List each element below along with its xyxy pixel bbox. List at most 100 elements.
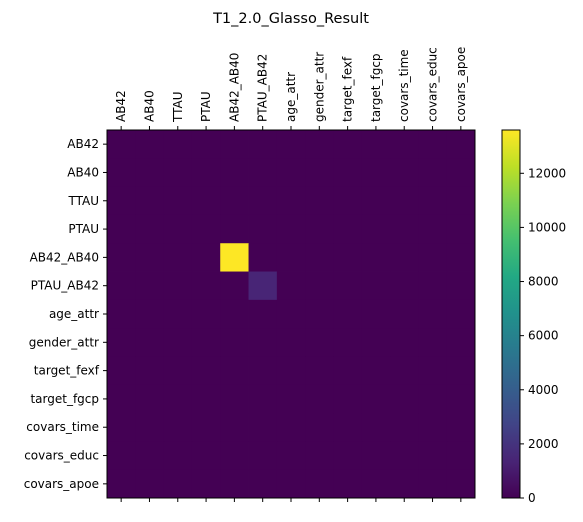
y-tick-label: AB42_AB40 — [30, 250, 99, 264]
colorbar-tick-label: 12000 — [528, 166, 566, 180]
heatmap-cells — [107, 130, 476, 499]
heatmap-cell — [276, 328, 306, 357]
heatmap-cell — [276, 356, 306, 386]
heatmap-cell — [333, 441, 363, 471]
colorbar: 0 2000 4000 6000 8000 10000 12000 — [501, 129, 566, 505]
heatmap-cell — [333, 384, 363, 414]
y-tick-label: covars_apoe — [24, 477, 99, 491]
heatmap-cell — [361, 328, 391, 357]
heatmap-cell — [361, 384, 391, 414]
heatmap-cell — [135, 328, 165, 357]
y-tick-label: target_fgcp — [30, 392, 99, 406]
heatmap-cell — [248, 130, 278, 159]
heatmap-cell — [135, 356, 165, 386]
heatmap-cell — [220, 130, 249, 159]
heatmap-cell — [107, 413, 136, 442]
heatmap-cell — [248, 413, 278, 442]
heatmap-cell — [191, 271, 221, 301]
heatmap-cell — [446, 243, 476, 272]
x-tick-label: covars_time — [397, 49, 411, 122]
heatmap-cell — [163, 214, 193, 244]
heatmap-cell — [107, 356, 136, 386]
heatmap-cell — [107, 469, 136, 499]
y-tick-label: PTAU_AB42 — [31, 279, 99, 293]
heatmap-cell — [446, 469, 476, 499]
heatmap-cell — [446, 271, 476, 301]
y-tick-label: age_attr — [49, 307, 99, 321]
heatmap-cell — [418, 328, 448, 357]
heatmap-cell — [333, 299, 363, 329]
heatmap-cell — [220, 469, 249, 499]
heatmap-cell — [418, 158, 448, 188]
heatmap-cell — [276, 243, 306, 272]
y-tick-label: gender_attr — [29, 335, 99, 349]
heatmap-cell — [305, 384, 334, 414]
heatmap-cell — [390, 413, 419, 442]
heatmap-cell — [333, 214, 363, 244]
heatmap-cell — [220, 384, 249, 414]
y-tick-label: covars_educ — [24, 449, 99, 463]
heatmap-cell — [305, 441, 334, 471]
colorbar-gradient — [501, 129, 521, 499]
heatmap-cell — [418, 413, 448, 442]
heatmap-cell — [276, 214, 306, 244]
heatmap-cell — [446, 158, 476, 188]
x-tick-label: AB40 — [142, 90, 156, 122]
heatmap-cell — [361, 271, 391, 301]
heatmap-cell — [446, 130, 476, 159]
heatmap-cell — [446, 328, 476, 357]
heatmap-cell — [248, 214, 278, 244]
heatmap-cell — [446, 384, 476, 414]
heatmap-cell — [276, 469, 306, 499]
heatmap-cell — [276, 130, 306, 159]
heatmap-cell — [107, 243, 136, 272]
heatmap-cell — [361, 469, 391, 499]
heatmap-cell — [333, 243, 363, 272]
heatmap-cell — [191, 356, 221, 386]
x-tick-label: covars_apoe — [454, 47, 468, 122]
heatmap-cell — [135, 413, 165, 442]
heatmap-cell — [390, 186, 419, 216]
heatmap-cell — [390, 469, 419, 499]
heatmap-cell — [163, 384, 193, 414]
heatmap-cell — [390, 356, 419, 386]
heatmap-cell — [361, 243, 391, 272]
heatmap-cell — [418, 243, 448, 272]
heatmap-cell — [305, 469, 334, 499]
heatmap-cell — [333, 469, 363, 499]
heatmap-cell — [361, 130, 391, 159]
heatmap-cell — [135, 130, 165, 159]
heatmap-cell — [248, 469, 278, 499]
heatmap-cell — [276, 186, 306, 216]
x-tick-label: target_fexf — [341, 56, 355, 122]
heatmap-cell — [220, 441, 249, 471]
colorbar-ticks: 0 2000 4000 6000 8000 10000 12000 — [520, 166, 566, 505]
x-tick-label: PTAU — [199, 91, 213, 122]
heatmap-cell — [390, 271, 419, 301]
y-axis-ticks: AB42 AB40 TTAU PTAU AB42_AB40 PTAU_AB42 age_at… — [24, 137, 107, 491]
heatmap-cell — [446, 413, 476, 442]
heatmap-cell — [333, 271, 363, 301]
heatmap-cell — [333, 356, 363, 386]
heatmap-cell — [163, 243, 193, 272]
heatmap-cell — [107, 271, 136, 301]
heatmap-cell — [191, 214, 221, 244]
heatmap-cell — [276, 158, 306, 188]
heatmap-cell — [333, 130, 363, 159]
heatmap-cell — [418, 356, 448, 386]
x-tick-label: covars_educ — [426, 47, 440, 122]
heatmap-cell — [390, 441, 419, 471]
heatmap-cell — [248, 441, 278, 471]
heatmap-cell — [220, 271, 249, 301]
heatmap-cell — [107, 158, 136, 188]
heatmap-cell — [248, 243, 278, 272]
heatmap-cell — [333, 186, 363, 216]
heatmap-cell — [446, 299, 476, 329]
heatmap-cell — [361, 441, 391, 471]
heatmap-cell — [248, 328, 278, 357]
heatmap-cell — [163, 356, 193, 386]
heatmap-cell — [107, 214, 136, 244]
heatmap-cell — [107, 328, 136, 357]
heatmap-cell — [191, 130, 221, 159]
